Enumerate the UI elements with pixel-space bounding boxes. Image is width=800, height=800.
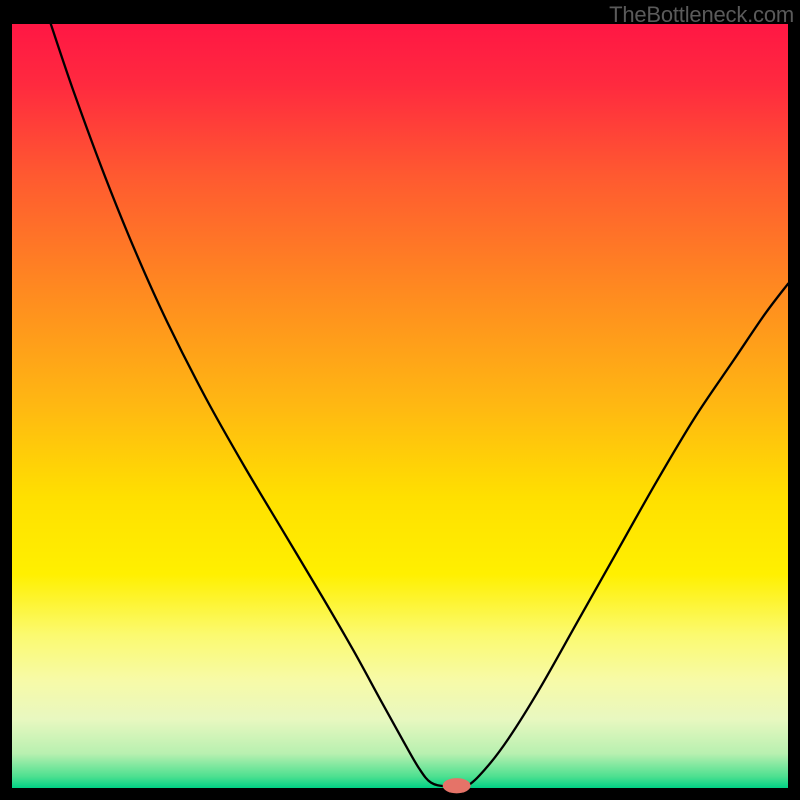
- optimal-marker: [443, 778, 471, 793]
- watermark-text: TheBottleneck.com: [609, 2, 794, 28]
- bottleneck-chart: [0, 0, 800, 800]
- gradient-background: [12, 24, 788, 788]
- chart-container: TheBottleneck.com: [0, 0, 800, 800]
